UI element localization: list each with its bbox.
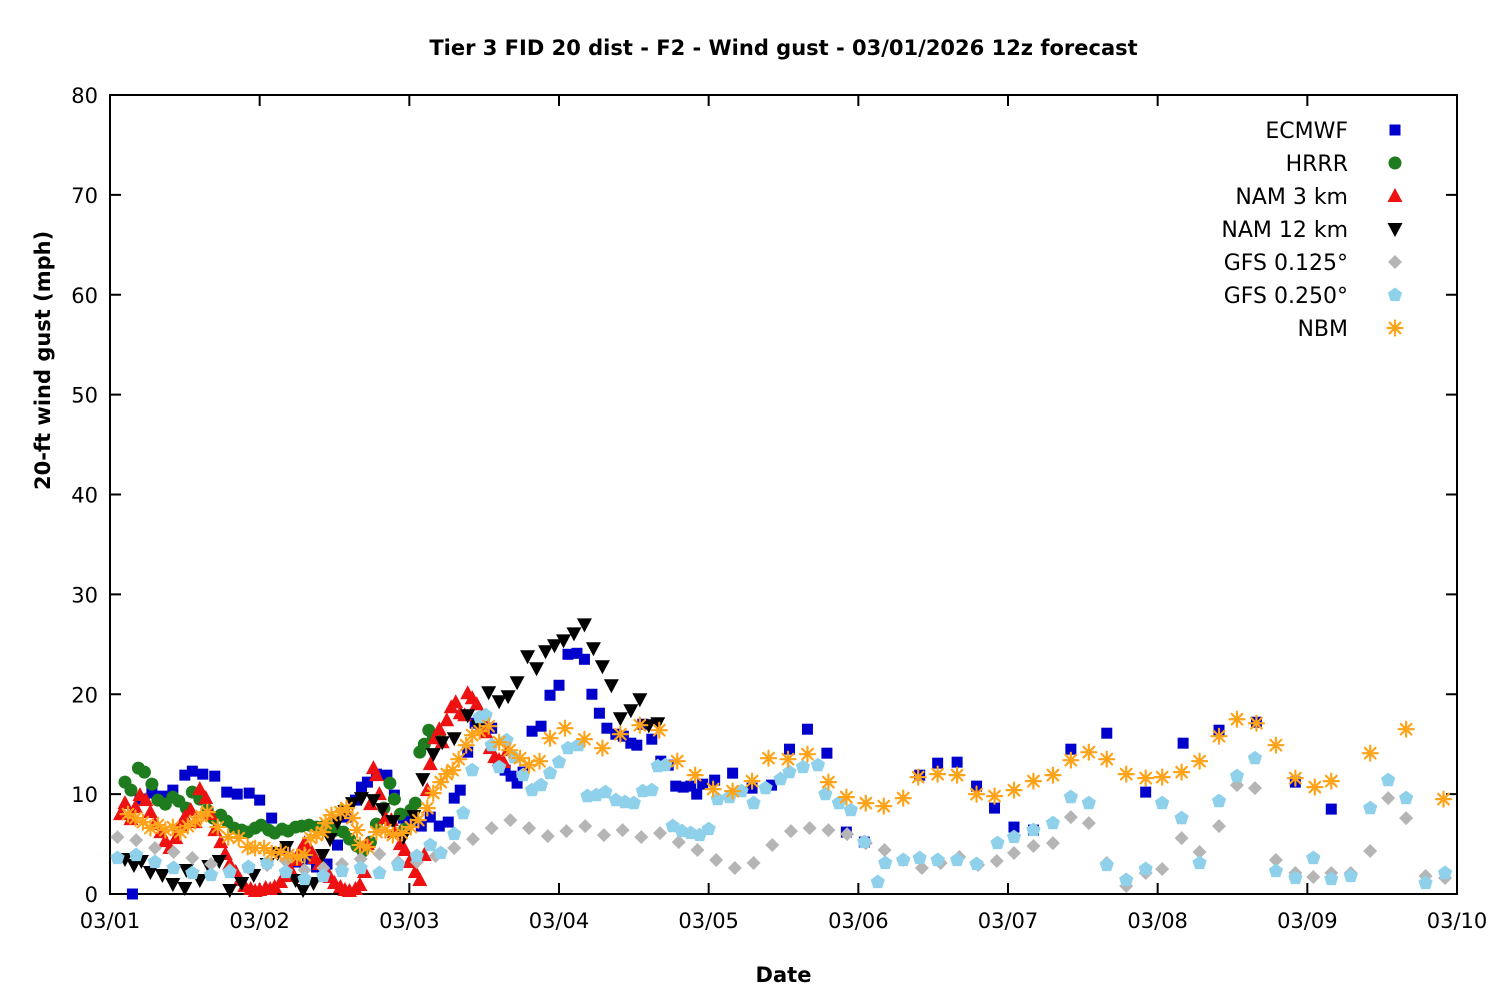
series-nbm (119, 710, 1453, 866)
chart-title: Tier 3 FID 20 dist - F2 - Wind gust - 03… (429, 36, 1138, 60)
y-tick-label: 70 (71, 184, 98, 208)
x-tick-label: 03/01 (80, 909, 141, 933)
legend-marker-diamond-icon (1388, 255, 1402, 269)
x-axis-label: Date (755, 963, 812, 987)
legend-marker-pentagon-icon (1387, 287, 1403, 302)
x-tick-label: 03/08 (1127, 909, 1188, 933)
legend-marker-triangle-down-icon (1387, 223, 1403, 237)
x-tick-label: 03/02 (229, 909, 290, 933)
y-tick-label: 30 (71, 583, 98, 607)
legend-marker-circle-icon (1388, 156, 1402, 170)
axis-ticks: 0 10 20 30 40 50 60 70 80 03/01 03/02 03/03 03/04 03/… (71, 84, 1487, 933)
legend: ECMWF HRRR NAM 3 km NAM 12 km GFS 0.125° GFS … (1221, 119, 1404, 342)
y-tick-label: 80 (71, 84, 98, 108)
legend-label: GFS 0.250° (1224, 284, 1348, 309)
x-tick-label: 03/07 (978, 909, 1039, 933)
legend-marker-asterisk-icon (1386, 319, 1404, 337)
legend-label: NAM 12 km (1221, 218, 1348, 243)
x-tick-label: 03/03 (379, 909, 440, 933)
legend-marker-square-icon (1389, 124, 1401, 136)
series-gfs-0-250- (110, 707, 1453, 890)
series-nam-3-km (112, 685, 516, 898)
x-tick-label: 03/09 (1277, 909, 1338, 933)
legend-label: HRRR (1286, 152, 1348, 177)
legend-label: ECMWF (1265, 119, 1348, 144)
y-tick-label: 10 (71, 783, 98, 807)
x-tick-label: 03/10 (1427, 909, 1488, 933)
x-tick-label: 03/04 (529, 909, 590, 933)
legend-label: GFS 0.125° (1224, 251, 1348, 276)
x-tick-label: 03/05 (678, 909, 739, 933)
y-tick-label: 20 (71, 683, 98, 707)
y-tick-label: 60 (71, 284, 98, 308)
legend-label: NBM (1297, 317, 1348, 342)
series-ecmwf (126, 647, 1337, 900)
legend-label: NAM 3 km (1235, 185, 1348, 210)
y-tick-label: 40 (71, 484, 98, 508)
x-tick-label: 03/06 (828, 909, 889, 933)
legend-marker-triangle-up-icon (1387, 188, 1403, 202)
y-tick-label: 0 (85, 883, 98, 907)
y-tick-label: 50 (71, 384, 98, 408)
